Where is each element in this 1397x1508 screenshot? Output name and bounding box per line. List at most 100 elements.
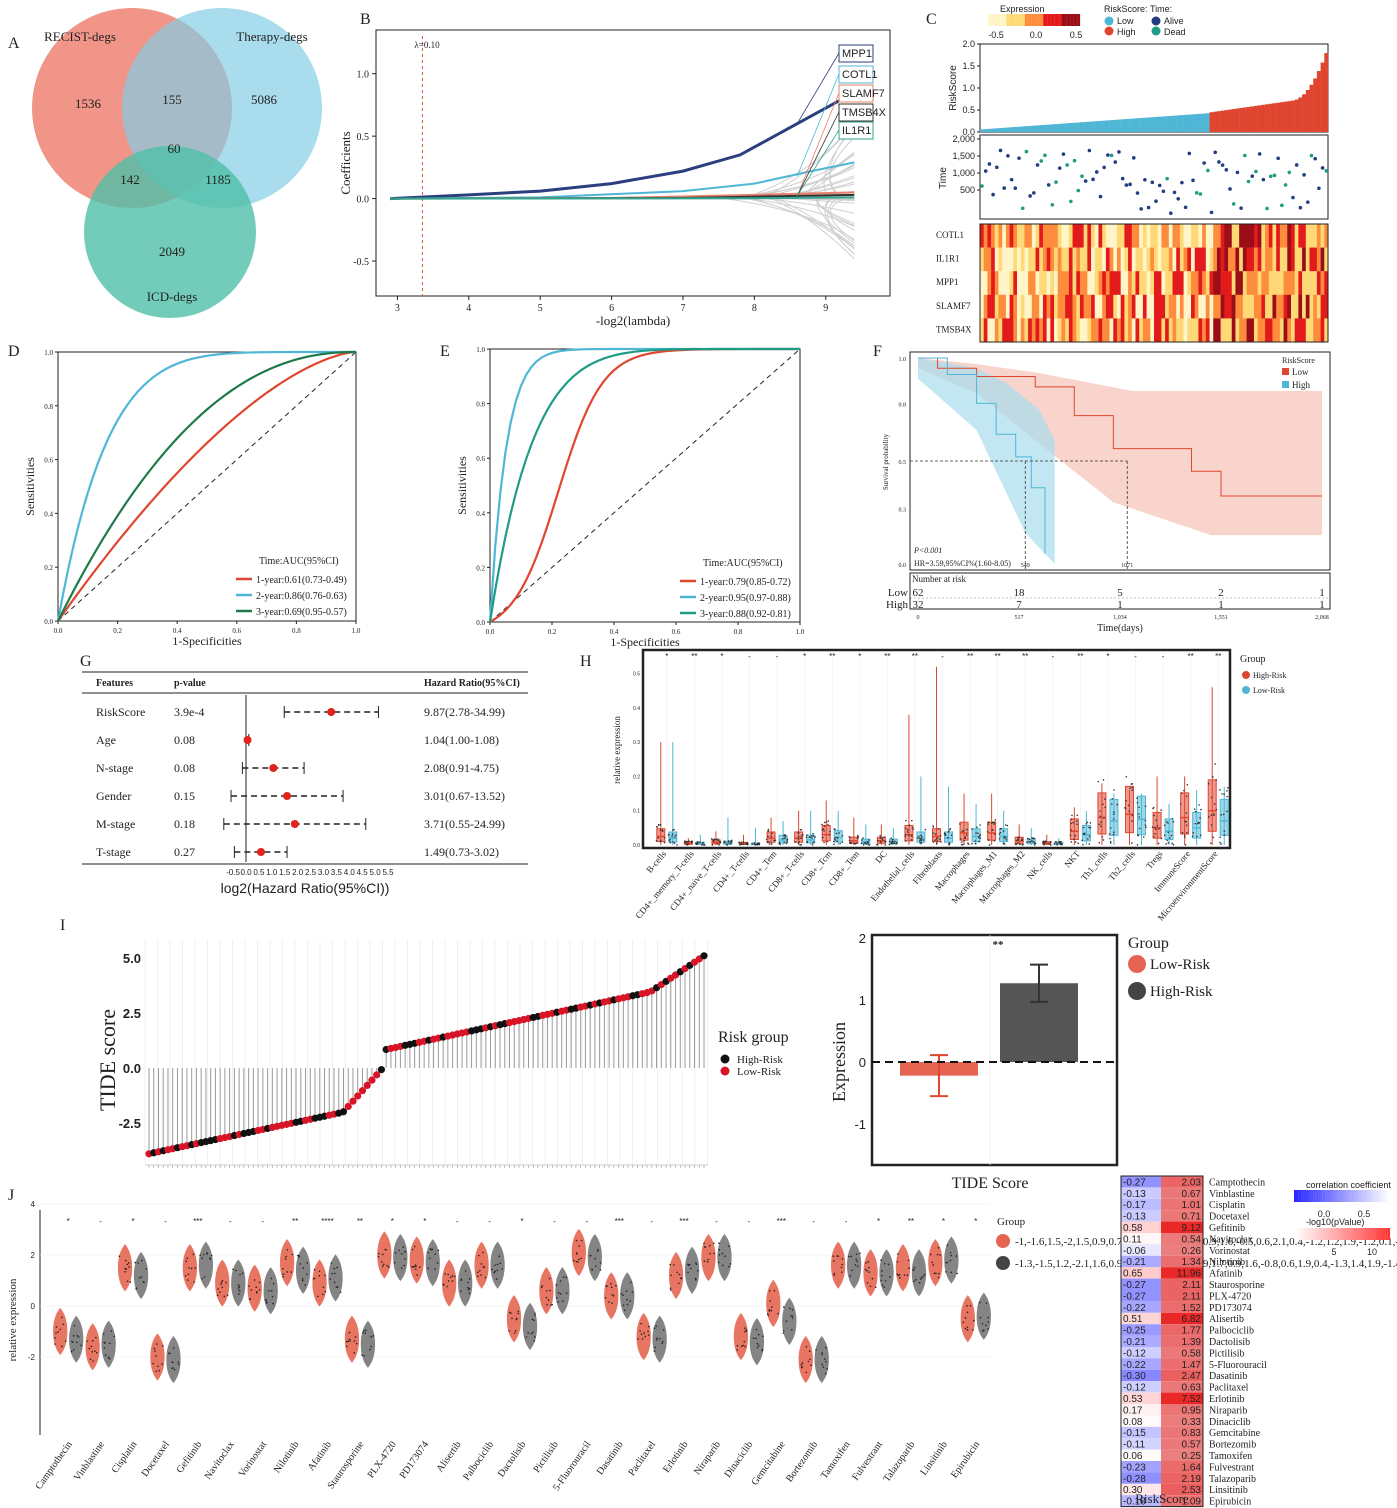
jitter-point (1138, 813, 1140, 815)
risk-bar (1172, 115, 1177, 132)
heatmap-cell (1191, 224, 1196, 248)
heatmap-row-label: Camptothecin (1209, 1177, 1265, 1188)
jitter-point (836, 837, 839, 839)
time-point (1194, 191, 1199, 195)
heatmap-cell (991, 271, 996, 295)
jitter-point (1099, 810, 1101, 812)
jitter-point (336, 1266, 338, 1269)
heatmap-row-label: Talazoparib (1209, 1474, 1256, 1485)
jitter-point (55, 1332, 57, 1334)
risk-bar (1102, 120, 1107, 132)
box-low (971, 828, 981, 843)
heatmap-cell (1009, 224, 1014, 248)
jitter-point (1179, 803, 1182, 805)
heatmap-cell (994, 247, 999, 272)
jitter-point (107, 1356, 110, 1359)
risk-bar (1290, 100, 1295, 132)
risk-bar (1087, 121, 1092, 132)
jitter-point (712, 839, 714, 841)
colorbar-cell (1045, 14, 1048, 26)
x-tick-label: NKT (1062, 848, 1082, 869)
legend-label: 2-year:0.86(0.76-0.63) (256, 591, 347, 602)
box-low (1192, 811, 1202, 839)
colorbar-cell (1054, 14, 1058, 26)
heatmap-row-label: Staurosporine (1209, 1280, 1265, 1291)
heatmap-cell (1313, 318, 1318, 343)
jitter-point (987, 1321, 989, 1323)
colorbar-cell (1020, 14, 1023, 26)
jitter-point (135, 1288, 137, 1290)
jitter-point (800, 843, 803, 846)
heatmap-row-label: COTL1 (936, 230, 964, 240)
heatmap-cell (1202, 271, 1207, 295)
heatmap-cell (1294, 318, 1299, 343)
heatmap-cell (987, 271, 992, 295)
risk-bar (1179, 115, 1184, 132)
jitter-point (922, 1275, 924, 1278)
jitter-point (669, 841, 672, 844)
jitter-point (855, 1253, 858, 1255)
heatmap-cell (1028, 294, 1033, 319)
violin-high (846, 1241, 862, 1289)
time-point (1169, 211, 1173, 216)
y-tick-label: 0.0 (476, 619, 485, 627)
jitter-point (91, 1351, 93, 1353)
jitter-point (611, 1302, 613, 1304)
colorbar-cell (1361, 1190, 1364, 1202)
significance-label: * (520, 1217, 523, 1226)
heatmap-cell (1272, 271, 1277, 295)
x-tick-label: 7 (680, 303, 685, 314)
jitter-point (153, 1347, 156, 1350)
jitter-point (904, 835, 906, 838)
jitter-point (778, 841, 781, 844)
risk-bar (1324, 53, 1329, 133)
jitter-point (833, 843, 835, 846)
jitter-point (576, 1253, 578, 1255)
heatmap-cell (1142, 247, 1147, 272)
jitter-point (782, 837, 784, 840)
legend-label: Low-Risk (737, 1066, 782, 1078)
jitter-point (565, 1292, 568, 1294)
heatmap-cell (1268, 224, 1273, 248)
heatmap-cell (1065, 247, 1070, 272)
jitter-point (1223, 830, 1226, 832)
panel-letter-G: G (80, 653, 92, 670)
risk-bar (1002, 127, 1007, 132)
jitter-point (171, 1367, 174, 1370)
risk-bar (1068, 123, 1073, 132)
jitter-point (1160, 837, 1163, 840)
jitter-point (676, 844, 678, 846)
colorbar-cell (1315, 1190, 1319, 1202)
jitter-point (282, 1273, 284, 1276)
heatmap-row-label: Erlotinib (1209, 1394, 1245, 1405)
hazard-ratio: 9.87(2.78-34.99) (424, 705, 505, 719)
x-tick-label: B-cells (644, 848, 668, 874)
heatmap-cell (1165, 247, 1170, 272)
jitter-point (1033, 843, 1036, 846)
jitter-point (1086, 821, 1089, 824)
heatmap-cell (1209, 247, 1214, 272)
column-header: p-value (174, 678, 206, 689)
risk-bar (1253, 105, 1258, 132)
jitter-point (540, 1286, 543, 1289)
jitter-point (822, 1366, 825, 1368)
x-tick-label: PLX-4720 (366, 1439, 399, 1480)
time-point (1065, 163, 1069, 167)
heatmap-cell (1013, 247, 1018, 272)
jitter-point (999, 831, 1002, 834)
colorbar-cell (1301, 1190, 1304, 1202)
time-point (1035, 163, 1040, 167)
jitter-point (919, 1278, 922, 1280)
jitter-point (756, 1346, 759, 1349)
venn-count: 142 (120, 172, 140, 187)
jitter-point (894, 840, 896, 843)
jitter-point (185, 1260, 187, 1263)
jitter-point (912, 828, 915, 830)
y-tick-label: 1.5 (962, 61, 975, 71)
jitter-point (1060, 840, 1062, 843)
jitter-point (255, 1286, 258, 1289)
time-point (1109, 153, 1114, 158)
heatmap-cell (1091, 247, 1096, 272)
